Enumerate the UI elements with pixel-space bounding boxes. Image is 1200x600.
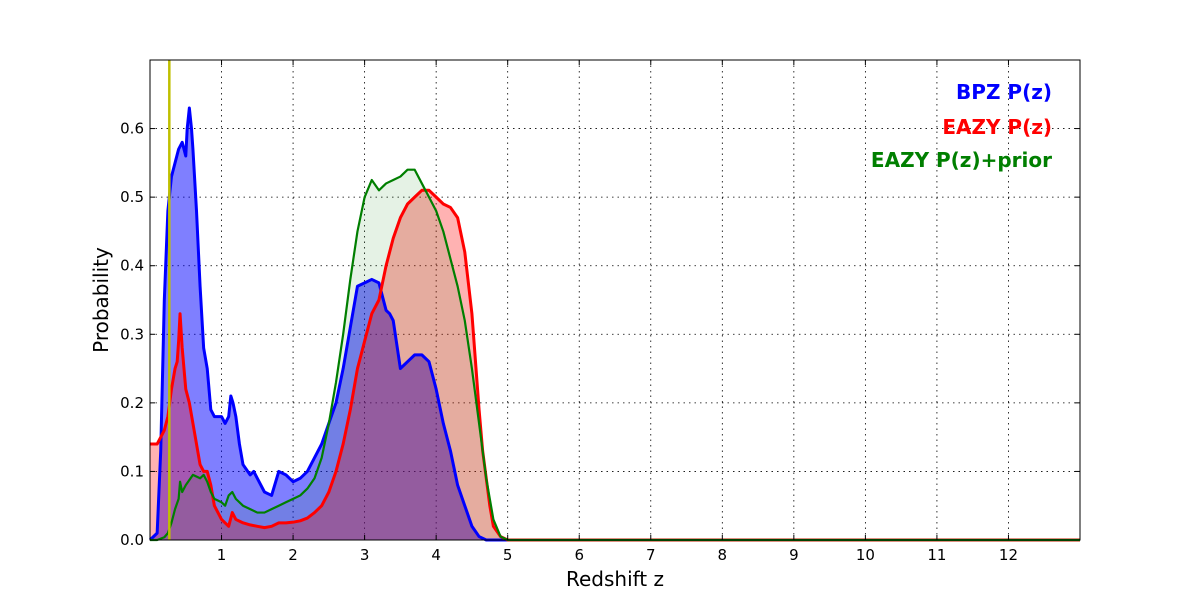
x-tick-label: 5 <box>503 546 513 564</box>
x-tick-label: 12 <box>999 546 1018 564</box>
grid <box>150 60 1080 540</box>
series-fills <box>150 108 1080 541</box>
axis-ticks: 1 2 3 4 5 6 7 8 9 10 11 120.00.10.20.30.40.50.6 <box>120 60 1080 564</box>
eazy-prior-series-fill <box>150 169 1080 540</box>
eazy-series-fill <box>150 190 1080 541</box>
legend: BPZ P(z) EAZY P(z) EAZY P(z)+prior <box>871 80 1052 172</box>
x-tick-label: 8 <box>718 546 728 564</box>
x-tick-label: 4 <box>431 546 441 564</box>
x-tick-label: 7 <box>646 546 656 564</box>
plot-frame <box>149 59 1081 541</box>
bpz-series-line <box>148 106 1080 542</box>
y-tick-label: 0.1 <box>120 462 144 480</box>
x-tick-label: 3 <box>360 546 370 564</box>
eazy-prior-series-line <box>150 168 1080 542</box>
x-tick-label: 2 <box>288 546 298 564</box>
bpz-series-fill <box>150 108 1080 540</box>
y-tick-label: 0.3 <box>120 325 144 343</box>
y-tick-label: 0.0 <box>120 531 144 549</box>
legend-entry-eazy-prior: EAZY P(z)+prior <box>871 148 1052 172</box>
y-axis-label: Probability <box>89 247 113 353</box>
x-tick-label: 6 <box>574 546 584 564</box>
x-axis-label: Redshift z <box>566 567 664 591</box>
legend-entry-eazy: EAZY P(z) <box>942 115 1052 139</box>
y-tick-label: 0.4 <box>120 257 144 275</box>
x-tick-label: 9 <box>789 546 799 564</box>
y-tick-label: 0.2 <box>120 394 144 412</box>
x-tick-label: 11 <box>927 546 946 564</box>
eazy-series-line <box>150 188 1080 542</box>
y-tick-label: 0.6 <box>120 120 144 138</box>
series-lines <box>148 106 1080 542</box>
legend-entry-bpz: BPZ P(z) <box>956 80 1052 104</box>
x-tick-label: 1 <box>217 546 227 564</box>
y-tick-label: 0.5 <box>120 188 144 206</box>
x-tick-label: 10 <box>856 546 875 564</box>
